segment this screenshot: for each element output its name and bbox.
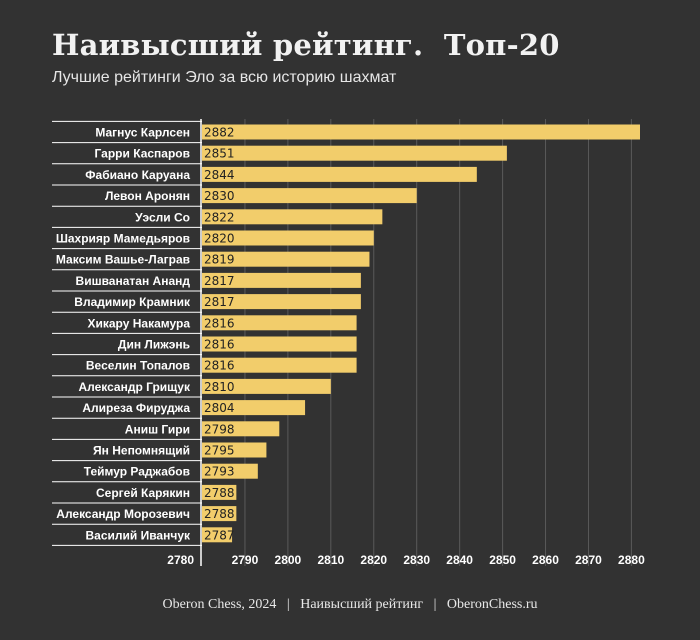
category-label: Максим Вашье-Лаграв bbox=[56, 253, 190, 267]
tick-label: 2820 bbox=[360, 553, 387, 567]
data-label: 2816 bbox=[204, 316, 235, 330]
bar bbox=[202, 378, 331, 394]
tick-label: 2810 bbox=[317, 553, 344, 567]
category-label: Гарри Каспаров bbox=[95, 147, 190, 161]
bar bbox=[202, 294, 361, 310]
bar bbox=[202, 506, 237, 522]
category-label: Хикару Накамура bbox=[88, 316, 191, 330]
data-label: 2788 bbox=[204, 507, 235, 521]
tick-label: 2840 bbox=[446, 553, 473, 567]
chart-subtitle: Лучшие рейтинги Эло за всю историю шахма… bbox=[52, 69, 397, 86]
category-label: Теймур Раджабов bbox=[84, 465, 190, 479]
data-label: 2882 bbox=[204, 126, 235, 140]
bar bbox=[202, 251, 370, 267]
bar bbox=[202, 421, 280, 437]
data-label: 2830 bbox=[204, 189, 235, 203]
data-label: 2822 bbox=[204, 210, 235, 224]
tick-label: 2880 bbox=[618, 553, 645, 567]
bar bbox=[202, 230, 374, 246]
bar bbox=[202, 463, 258, 479]
category-label: Шахрияр Мамедьяров bbox=[56, 232, 190, 246]
category-label: Магнус Карлсен bbox=[95, 126, 190, 140]
data-label: 2787 bbox=[204, 528, 235, 542]
bar bbox=[202, 166, 477, 182]
bar bbox=[202, 484, 237, 500]
category-label: Веселин Топалов bbox=[86, 359, 190, 373]
category-label: Ян Непомнящий bbox=[93, 444, 190, 458]
bar bbox=[202, 188, 417, 204]
chart-title: Наивысший рейтинг. Топ-20 bbox=[52, 28, 560, 62]
tick-label: 2790 bbox=[232, 553, 259, 567]
bar bbox=[202, 336, 357, 352]
data-label: 2816 bbox=[204, 338, 235, 352]
data-label: 2820 bbox=[204, 232, 235, 246]
category-label: Дин Лижэнь bbox=[118, 338, 190, 352]
category-label: Алиреза Фируджа bbox=[82, 401, 190, 415]
category-label: Вишванатан Ананд bbox=[76, 274, 191, 288]
category-label: Александр Грищук bbox=[78, 380, 191, 394]
data-label: 2810 bbox=[204, 380, 235, 394]
category-label: Левон Аронян bbox=[105, 189, 190, 203]
category-label: Фабиано Каруана bbox=[85, 168, 190, 182]
data-label: 2844 bbox=[204, 168, 235, 182]
category-label: Владимир Крамник bbox=[74, 295, 191, 309]
data-label: 2817 bbox=[204, 274, 235, 288]
data-label: 2816 bbox=[204, 359, 235, 373]
bar bbox=[202, 442, 267, 458]
bar bbox=[202, 272, 361, 288]
data-label: 2798 bbox=[204, 422, 235, 436]
data-label: 2795 bbox=[204, 444, 235, 458]
footer-credits: Oberon Chess, 2024 | Наивысший рейтинг |… bbox=[162, 597, 538, 612]
bar bbox=[202, 124, 640, 140]
category-label: Василий Иванчук bbox=[85, 528, 191, 542]
tick-label: 2850 bbox=[489, 553, 516, 567]
tick-label: 2800 bbox=[275, 553, 302, 567]
data-label: 2819 bbox=[204, 253, 235, 267]
data-label: 2817 bbox=[204, 295, 235, 309]
data-label: 2788 bbox=[204, 486, 235, 500]
tick-label: 2830 bbox=[403, 553, 430, 567]
bar bbox=[202, 209, 383, 225]
bar bbox=[202, 145, 507, 161]
data-label: 2793 bbox=[204, 465, 235, 479]
data-label: 2804 bbox=[204, 401, 235, 415]
tick-label: 2780 bbox=[167, 553, 194, 567]
tick-label: 2870 bbox=[575, 553, 602, 567]
bar bbox=[202, 357, 357, 373]
category-label: Уэсли Со bbox=[135, 210, 190, 224]
category-label: Аниш Гири bbox=[125, 422, 190, 436]
category-label: Александр Морозевич bbox=[56, 507, 190, 521]
bar bbox=[202, 400, 306, 416]
data-label: 2851 bbox=[204, 147, 235, 161]
bar bbox=[202, 315, 357, 331]
category-label: Сергей Карякин bbox=[96, 486, 190, 500]
bar bbox=[202, 527, 233, 543]
tick-label: 2860 bbox=[532, 553, 559, 567]
